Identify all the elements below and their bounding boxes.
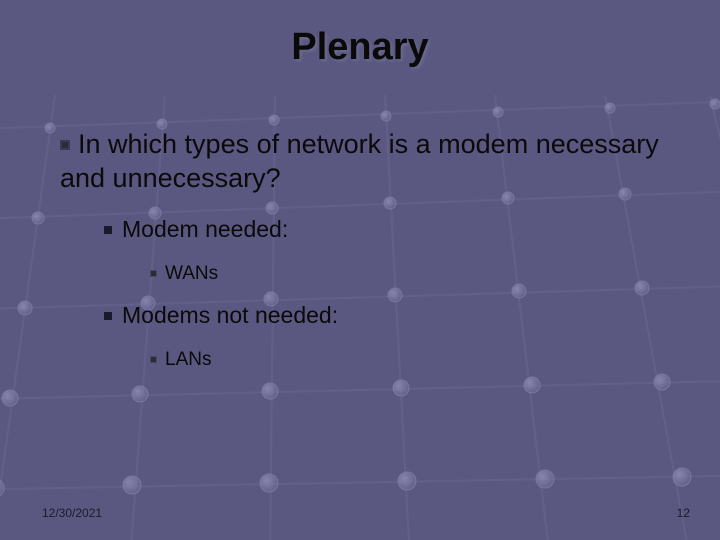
main-bullet-text: In which types of network is a modem nec…: [60, 129, 659, 193]
footer-page-number: 12: [677, 506, 690, 520]
sub-bullet-text: Modem needed:: [122, 216, 288, 242]
subsub-bullet-wans: WANs: [150, 263, 218, 285]
bullet-icon: [150, 356, 157, 363]
bullet-icon: [150, 270, 157, 277]
subsub-bullet-text: WANs: [165, 263, 218, 284]
subsub-bullet-lans: LANs: [150, 349, 211, 371]
bullet-icon: [60, 140, 70, 150]
sub-bullet-modems-not-needed: Modems not needed:: [104, 302, 338, 329]
subsub-bullet-text: LANs: [165, 349, 211, 370]
sub-bullet-text: Modems not needed:: [122, 302, 338, 328]
bullet-icon: [104, 312, 112, 320]
main-bullet: In which types of network is a modem nec…: [60, 128, 680, 196]
footer-date: 12/30/2021: [42, 506, 102, 520]
slide-content: Plenary In which types of network is a m…: [0, 0, 720, 540]
slide-title: Plenary: [0, 0, 720, 69]
sub-bullet-modem-needed: Modem needed:: [104, 216, 288, 243]
bullet-icon: [104, 226, 112, 234]
